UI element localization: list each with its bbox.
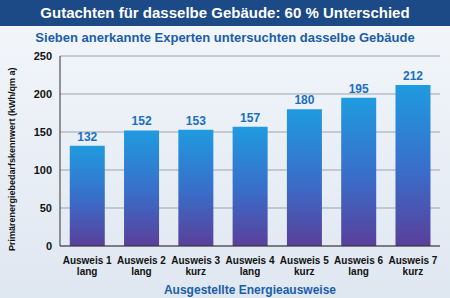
svg-text:180: 180 (294, 93, 314, 107)
svg-text:250: 250 (34, 50, 52, 62)
svg-text:Ausweis 1lang: Ausweis 1lang (63, 255, 112, 277)
svg-text:Ausweis 2lang: Ausweis 2lang (117, 255, 166, 277)
svg-text:Ausweis 4lang: Ausweis 4lang (226, 255, 275, 277)
svg-text:Ausweis 7kurz: Ausweis 7kurz (388, 255, 437, 277)
svg-text:157: 157 (240, 111, 260, 125)
svg-text:0: 0 (46, 240, 52, 252)
svg-text:50: 50 (40, 202, 52, 214)
svg-text:212: 212 (403, 69, 423, 83)
svg-text:153: 153 (186, 114, 206, 128)
svg-text:Ausweis 3kurz: Ausweis 3kurz (171, 255, 220, 277)
svg-text:Ausweis 5kurz: Ausweis 5kurz (280, 255, 329, 277)
html-text:Gutachten für dasselbe Gebäude: Gutachten für dasselbe Gebäude: 60 % Unt… (40, 4, 410, 21)
svg-text:200: 200 (34, 88, 52, 100)
svg-text:150: 150 (34, 126, 52, 138)
html-text:Sieben anerkannte Experten unt: Sieben anerkannte Experten untersuchten … (35, 30, 415, 45)
svg-text:152: 152 (132, 114, 152, 128)
svg-text:100: 100 (34, 164, 52, 176)
svg-text:195: 195 (349, 82, 369, 96)
svg-text:Ausgestellte Energieausweise: Ausgestellte Energieausweise (164, 283, 336, 297)
svg-text:Primärenergiebedarfskennwert (: Primärenergiebedarfskennwert (kWh/qm a) (7, 67, 17, 251)
svg-text:132: 132 (77, 130, 97, 144)
svg-text:Ausweis 6lang: Ausweis 6lang (334, 255, 383, 277)
